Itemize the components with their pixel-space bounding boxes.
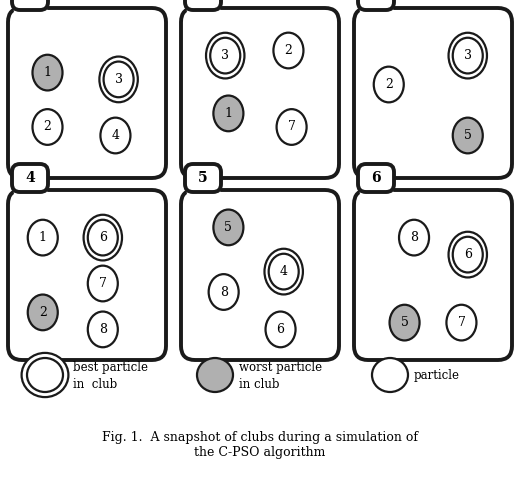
Text: 3: 3: [221, 49, 229, 62]
Text: Fig. 1.  A snapshot of clubs during a simulation of
the C-PSO algorithm: Fig. 1. A snapshot of clubs during a sim…: [102, 431, 418, 459]
Ellipse shape: [213, 95, 243, 131]
Ellipse shape: [28, 295, 58, 330]
Text: 6: 6: [371, 171, 381, 185]
Text: 7: 7: [99, 277, 107, 290]
Text: 1: 1: [39, 231, 47, 244]
Text: 4: 4: [111, 129, 120, 142]
Ellipse shape: [88, 220, 118, 256]
Ellipse shape: [399, 220, 429, 256]
Bar: [14, 3, 46, 11]
Text: 5: 5: [198, 171, 208, 185]
Text: best particle: best particle: [73, 361, 148, 374]
Text: 3: 3: [464, 49, 472, 62]
Ellipse shape: [269, 254, 298, 289]
FancyBboxPatch shape: [354, 8, 512, 178]
Ellipse shape: [32, 55, 62, 91]
Ellipse shape: [28, 220, 58, 256]
Bar: [187, 185, 219, 193]
Ellipse shape: [100, 118, 131, 153]
Ellipse shape: [206, 33, 244, 78]
Text: 3: 3: [114, 73, 123, 86]
Bar: [360, 185, 392, 193]
Ellipse shape: [197, 358, 233, 392]
Ellipse shape: [274, 32, 304, 68]
FancyBboxPatch shape: [181, 190, 339, 360]
FancyBboxPatch shape: [8, 8, 166, 178]
Text: 2: 2: [385, 78, 393, 91]
FancyBboxPatch shape: [358, 0, 394, 10]
Text: worst particle: worst particle: [239, 361, 322, 374]
Text: 7: 7: [458, 316, 465, 329]
Text: 8: 8: [219, 286, 228, 299]
Text: 6: 6: [464, 248, 472, 261]
Text: 1: 1: [25, 0, 35, 3]
Ellipse shape: [27, 358, 63, 392]
Text: in  club: in club: [73, 378, 118, 392]
Ellipse shape: [453, 118, 483, 153]
Ellipse shape: [277, 109, 307, 145]
Ellipse shape: [84, 215, 122, 260]
Text: 3: 3: [371, 0, 381, 3]
Text: 6: 6: [99, 231, 107, 244]
Text: 2: 2: [284, 44, 292, 57]
Text: 1: 1: [44, 66, 51, 79]
Ellipse shape: [22, 353, 69, 397]
Ellipse shape: [32, 109, 62, 145]
Text: 8: 8: [410, 231, 418, 244]
FancyBboxPatch shape: [8, 190, 166, 360]
Ellipse shape: [213, 210, 243, 245]
Text: 2: 2: [198, 0, 208, 3]
Text: 4: 4: [280, 265, 288, 278]
Ellipse shape: [453, 237, 483, 272]
Ellipse shape: [265, 249, 303, 294]
Ellipse shape: [103, 61, 134, 97]
FancyBboxPatch shape: [358, 164, 394, 192]
Ellipse shape: [266, 312, 295, 347]
Ellipse shape: [447, 305, 476, 340]
FancyBboxPatch shape: [12, 0, 48, 10]
Text: 8: 8: [99, 323, 107, 336]
FancyBboxPatch shape: [185, 0, 221, 10]
Bar: [360, 3, 392, 11]
Text: 1: 1: [225, 107, 232, 120]
Bar: [14, 185, 46, 193]
Text: 5: 5: [464, 129, 472, 142]
Text: 5: 5: [225, 221, 232, 234]
Text: particle: particle: [414, 368, 460, 381]
Ellipse shape: [449, 33, 487, 78]
Text: 7: 7: [288, 121, 295, 134]
Text: 6: 6: [277, 323, 284, 336]
Ellipse shape: [389, 305, 420, 340]
Text: 2: 2: [39, 306, 47, 319]
FancyBboxPatch shape: [12, 164, 48, 192]
Ellipse shape: [449, 232, 487, 277]
Ellipse shape: [88, 312, 118, 347]
Text: 2: 2: [44, 121, 51, 134]
Ellipse shape: [209, 274, 239, 310]
Ellipse shape: [374, 67, 404, 102]
FancyBboxPatch shape: [354, 190, 512, 360]
FancyBboxPatch shape: [185, 164, 221, 192]
Text: 4: 4: [25, 171, 35, 185]
Ellipse shape: [453, 38, 483, 74]
Ellipse shape: [88, 266, 118, 302]
Ellipse shape: [99, 57, 138, 102]
Text: 5: 5: [400, 316, 409, 329]
Bar: [187, 3, 219, 11]
Text: in club: in club: [239, 378, 280, 392]
FancyBboxPatch shape: [181, 8, 339, 178]
Ellipse shape: [372, 358, 408, 392]
Ellipse shape: [210, 38, 240, 74]
